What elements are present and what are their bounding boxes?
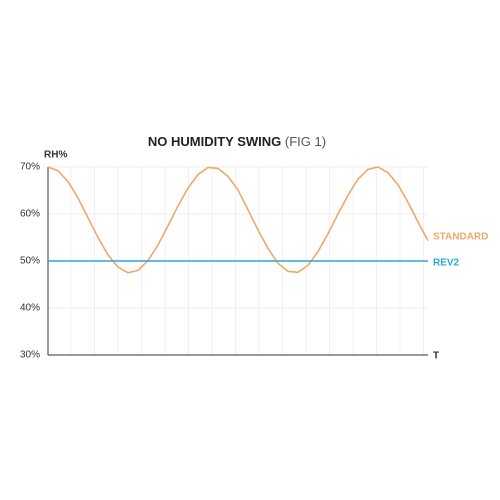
legend-label: REV2: [433, 258, 460, 269]
title-main: NO HUMIDITY SWING: [148, 134, 281, 149]
legend-label: STANDARD: [433, 231, 488, 242]
y-tick-label: 30%: [20, 350, 40, 361]
y-tick-label: 50%: [20, 256, 40, 267]
y-tick-label: 40%: [20, 303, 40, 314]
title-sub: (FIG 1): [285, 134, 326, 149]
y-tick-label: 70%: [20, 162, 40, 173]
series-line: [47, 166, 429, 274]
x-axis-label: T: [433, 351, 439, 362]
y-axis-label: RH%: [44, 150, 67, 161]
y-tick-label: 60%: [20, 209, 40, 220]
chart-title: NO HUMIDITY SWING (FIG 1): [148, 134, 326, 149]
